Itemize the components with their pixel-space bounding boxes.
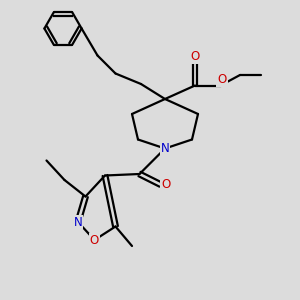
- Text: N: N: [160, 142, 169, 155]
- Text: N: N: [74, 215, 82, 229]
- Text: O: O: [190, 50, 200, 64]
- Text: O: O: [161, 178, 170, 191]
- Text: O: O: [218, 73, 226, 86]
- Text: O: O: [90, 233, 99, 247]
